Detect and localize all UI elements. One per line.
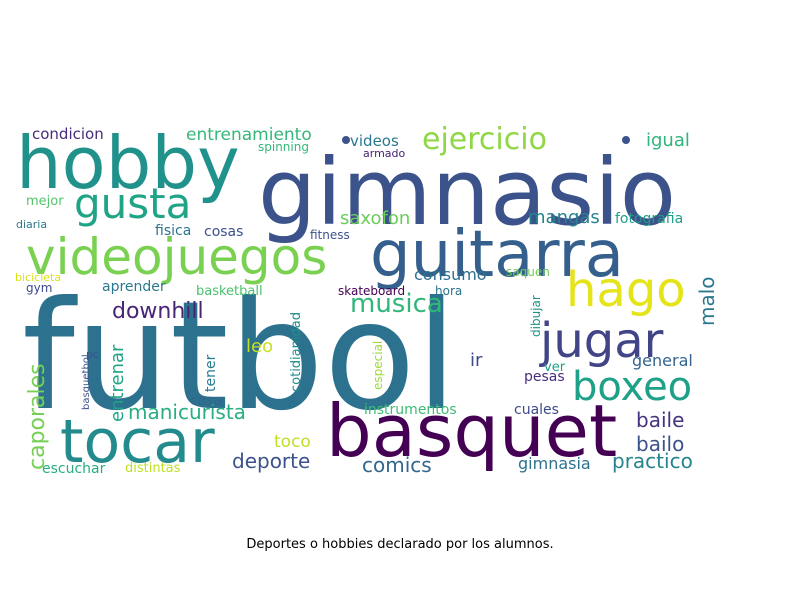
word-pc: pc [86, 348, 99, 361]
word-diaria: diaria [16, 218, 47, 231]
word-entrenamiento: entrenamiento [186, 125, 312, 145]
word-ir: ir [470, 350, 483, 371]
word-dibujar: dibujar [529, 295, 543, 337]
word-practico: practico [612, 449, 693, 473]
word-igual: igual [646, 130, 690, 151]
word-ejercicio: ejercicio [422, 122, 547, 157]
word-cotidianidad: cotidianidad [289, 312, 304, 392]
word-bicicleta: bicicleta [15, 271, 61, 284]
word-bailo: bailo [636, 432, 684, 456]
dot-mark [622, 136, 630, 144]
word-entrenar: entrenar [107, 344, 128, 422]
word-futbol: futbol [22, 270, 457, 444]
word-pesas: pesas [524, 369, 565, 385]
word-fisica: fisica [155, 223, 191, 239]
word-skateboard: skateboard [338, 284, 405, 298]
word-cosas: cosas [204, 224, 243, 240]
word-cuales: cuales [514, 402, 559, 418]
word-hobby: hobby [16, 121, 240, 205]
word-toco: toco [274, 432, 311, 452]
word-baile: baile [636, 408, 684, 432]
word-consumo: consumo [414, 265, 487, 284]
word-saxofon: saxofon [340, 208, 410, 229]
word-leo: leo [246, 336, 273, 357]
figure-caption: Deportes o hobbies declarado por los alu… [246, 537, 554, 552]
word-spinning: spinning [258, 140, 309, 154]
word-instrumentos: instrumentos [364, 402, 457, 418]
word-gusta: gusta [74, 179, 191, 228]
word-hago: hago [566, 262, 686, 318]
word-ver: ver [544, 360, 566, 375]
word-gimnasio: gimnasio [258, 139, 676, 246]
word-gimnasia: gimnasia [518, 454, 591, 473]
word-aprender: aprender [102, 279, 166, 295]
word-escuchar: escuchar [42, 461, 106, 477]
word-gym: gym [26, 281, 52, 295]
word-deporte: deporte [232, 449, 310, 473]
word-armado: armado [363, 147, 406, 160]
word-especial: especial [371, 341, 385, 390]
word-boxeo: boxeo [572, 364, 692, 410]
word-mejor: mejor [26, 194, 64, 209]
word-hora: hora [435, 284, 462, 298]
word-malo: malo [695, 276, 719, 326]
word-caporales: caporales [25, 363, 50, 470]
word-comics: comics [362, 453, 432, 477]
word-general: general [632, 351, 693, 370]
word-saquen: saquen [506, 265, 550, 279]
word-fotografia: fotografia [615, 211, 683, 227]
word-tocar: tocar [60, 407, 215, 477]
word-condicion: condicion [32, 125, 104, 143]
word-manicurista: manicurista [128, 400, 246, 424]
word-videos: videos [350, 132, 399, 150]
word-basquetbol: basquetbol [81, 354, 92, 410]
word-jugar: jugar [539, 313, 664, 369]
word-casa: casa [190, 393, 222, 409]
word-basketball: basketball [196, 284, 263, 299]
word-basquet: basquet [326, 389, 617, 473]
word-downhill: downhill [112, 299, 204, 324]
word-guitarra: guitarra [370, 218, 624, 292]
dot-mark [342, 136, 350, 144]
word-videojuegos: videojuegos [26, 228, 327, 286]
word-fitness: fitness [310, 228, 350, 242]
word-tener: tener [203, 354, 219, 392]
word-mangas: mangas [528, 207, 600, 228]
word-musica: musica [350, 289, 443, 319]
word-distintas: distintas [125, 461, 181, 476]
